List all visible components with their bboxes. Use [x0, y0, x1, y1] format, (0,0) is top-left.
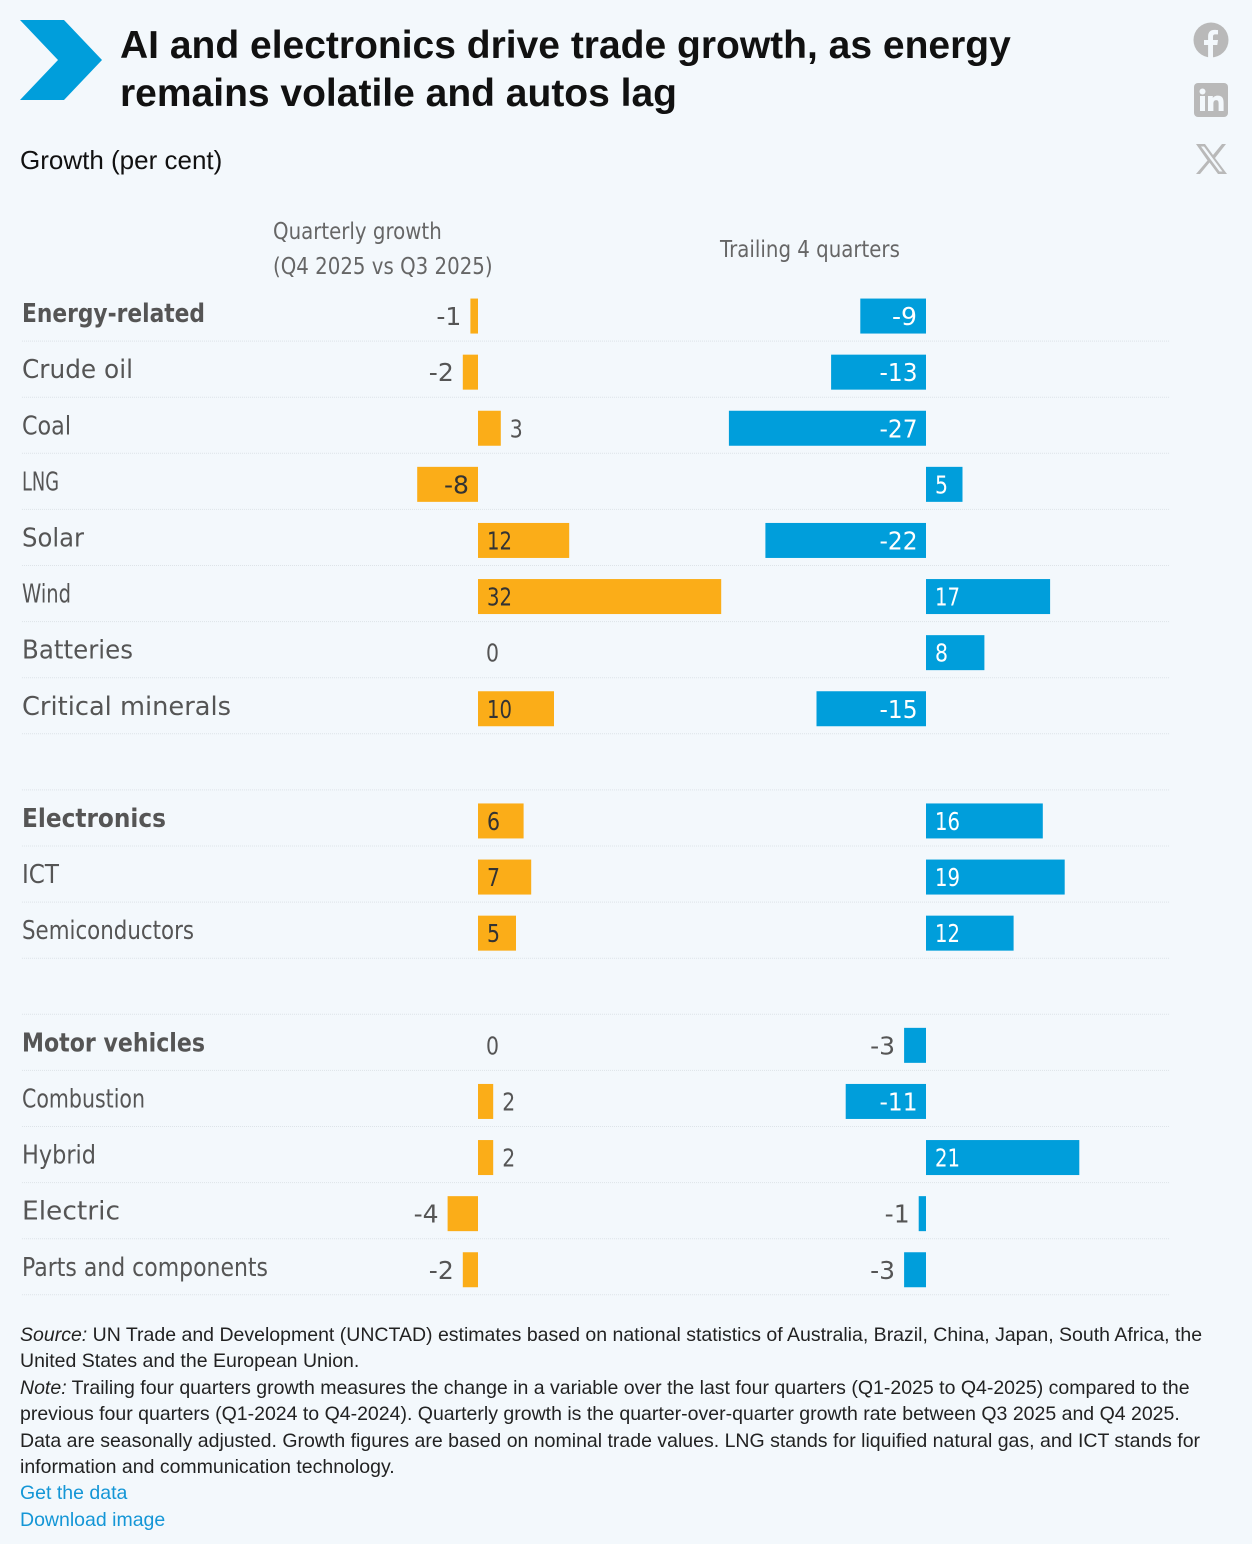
- category-label-electronics: Electronics: [22, 804, 166, 834]
- brand-chevron-logo: [20, 20, 102, 100]
- quarterly-value-semiconductors: 5: [487, 919, 500, 948]
- quarterly-bar-hybrid: [478, 1140, 494, 1176]
- trailing-value-crude-oil: -13: [880, 358, 918, 387]
- quarterly-value-critical-minerals: 10: [487, 695, 512, 724]
- quarterly-value-hybrid: 2: [502, 1144, 515, 1173]
- trailing-bar-critical-minerals: [816, 691, 926, 727]
- quarterly-value-combustion: 2: [502, 1087, 515, 1116]
- trailing-bar-parts-and-components: [904, 1252, 926, 1288]
- trailing-bar-electric: [918, 1196, 926, 1232]
- quarterly-value-crude-oil: -2: [429, 358, 454, 387]
- note-text-block: Note: Trailing four quarters growth meas…: [20, 1375, 1225, 1481]
- trailing-value-wind: 17: [935, 583, 960, 612]
- quarterly-bar-electronics: [478, 803, 524, 839]
- trailing-bar-solar: [765, 522, 926, 558]
- source-label: Source:: [20, 1324, 88, 1346]
- quarterly-bar-combustion: [478, 1083, 494, 1119]
- trailing-value-ict: 19: [935, 863, 960, 892]
- note-label: Note:: [20, 1376, 67, 1399]
- category-label-lng: LNG: [22, 467, 59, 497]
- source-note: Source: UN Trade and Development (UNCTAD…: [20, 1322, 1225, 1375]
- trailing-value-combustion: -11: [880, 1087, 918, 1116]
- quarterly-bar-solar: [478, 522, 570, 558]
- quarterly-value-coal: 3: [510, 414, 523, 443]
- legend-quarterly-line-2: (Q4 2025 vs Q3 2025): [273, 254, 493, 280]
- category-label-electric: Electric: [22, 1197, 120, 1227]
- category-label-combustion: Combustion: [22, 1084, 145, 1114]
- legend-quarterly-line-1: Quarterly growth: [273, 219, 442, 245]
- trailing-bar-ict: [926, 859, 1065, 895]
- x-icon[interactable]: [1193, 141, 1229, 177]
- trailing-value-lng: 5: [935, 470, 948, 499]
- trailing-bar-energy-related: [860, 298, 926, 334]
- quarterly-value-lng: -8: [444, 470, 469, 499]
- trailing-bar-coal: [728, 410, 926, 446]
- quarterly-value-ict: 7: [487, 863, 500, 892]
- category-label-coal: Coal: [22, 411, 71, 441]
- trailing-value-coal: -27: [880, 414, 918, 443]
- category-label-batteries: Batteries: [22, 636, 133, 666]
- trailing-value-semiconductors: 12: [935, 919, 960, 948]
- trailing-value-batteries: 8: [935, 639, 948, 668]
- trailing-value-hybrid: 21: [935, 1144, 960, 1173]
- trailing-value-energy-related: -9: [892, 302, 917, 331]
- trailing-bar-hybrid: [926, 1140, 1080, 1176]
- trailing-bar-wind: [926, 579, 1051, 615]
- trailing-bar-combustion: [845, 1083, 926, 1119]
- download-image-link[interactable]: Download image: [20, 1508, 166, 1531]
- quarterly-bar-parts-and-components: [462, 1252, 478, 1288]
- trailing-value-solar: -22: [880, 526, 918, 555]
- legend-quarterly-growth: Quarterly growth (Q4 2025 vs Q3 2025): [273, 215, 493, 285]
- quarterly-bar-lng: [417, 466, 478, 502]
- trailing-value-motor-vehicles: -3: [870, 1031, 895, 1060]
- category-label-parts-and-components: Parts and components: [22, 1253, 268, 1283]
- quarterly-value-energy-related: -1: [436, 302, 461, 331]
- trailing-value-parts-and-components: -3: [870, 1256, 895, 1285]
- category-label-semiconductors: Semiconductors: [22, 916, 194, 946]
- trailing-bar-crude-oil: [831, 354, 926, 390]
- quarterly-bar-semiconductors: [478, 915, 516, 951]
- facebook-icon[interactable]: [1193, 22, 1229, 58]
- trailing-value-electric: -1: [885, 1200, 910, 1229]
- quarterly-value-electric: -4: [414, 1200, 439, 1229]
- legend-trailing-4-quarters: Trailing 4 quarters: [720, 233, 900, 268]
- category-label-solar: Solar: [22, 523, 84, 553]
- trailing-bar-semiconductors: [926, 915, 1014, 951]
- category-label-critical-minerals: Critical minerals: [22, 692, 231, 722]
- quarterly-bar-critical-minerals: [478, 691, 554, 727]
- quarterly-bar-crude-oil: [462, 354, 478, 390]
- chart-notes: Source: UN Trade and Development (UNCTAD…: [20, 1322, 1225, 1533]
- category-label-ict: ICT: [22, 860, 59, 890]
- category-label-crude-oil: Crude oil: [22, 355, 133, 385]
- quarterly-value-batteries: 0: [486, 639, 499, 668]
- chart-title: AI and electronics drive trade growth, a…: [120, 24, 1011, 115]
- quarterly-value-electronics: 6: [487, 807, 500, 836]
- category-label-hybrid: Hybrid: [22, 1141, 96, 1171]
- category-label-energy-related: Energy-related: [22, 299, 205, 329]
- trailing-bar-electronics: [926, 803, 1043, 839]
- quarterly-bar-coal: [478, 410, 501, 446]
- trailing-value-critical-minerals: -15: [880, 695, 918, 724]
- chart-subtitle: Growth (per cent): [20, 145, 223, 175]
- get-the-data-link[interactable]: Get the data: [20, 1482, 128, 1505]
- trailing-bar-batteries: [926, 635, 985, 671]
- quarterly-bar-energy-related: [470, 298, 478, 334]
- quarterly-bar-electric: [447, 1196, 478, 1232]
- linkedin-icon[interactable]: [1193, 82, 1229, 118]
- category-label-wind: Wind: [22, 580, 71, 610]
- quarterly-value-parts-and-components: -2: [429, 1256, 454, 1285]
- trailing-value-electronics: 16: [935, 807, 960, 836]
- quarterly-value-motor-vehicles: 0: [486, 1031, 499, 1060]
- quarterly-bar-ict: [478, 859, 532, 895]
- trailing-bar-motor-vehicles: [904, 1027, 926, 1063]
- legend-trailing-line-1: Trailing 4 quarters: [720, 237, 900, 263]
- source-text: UN Trade and Development (UNCTAD) estima…: [20, 1324, 1203, 1373]
- note-text: Trailing four quarters growth measures t…: [20, 1376, 1201, 1479]
- quarterly-bar-wind: [478, 579, 722, 615]
- quarterly-value-wind: 32: [487, 583, 512, 612]
- category-label-motor-vehicles: Motor vehicles: [22, 1028, 205, 1058]
- quarterly-value-solar: 12: [487, 526, 512, 555]
- trailing-bar-lng: [926, 466, 963, 502]
